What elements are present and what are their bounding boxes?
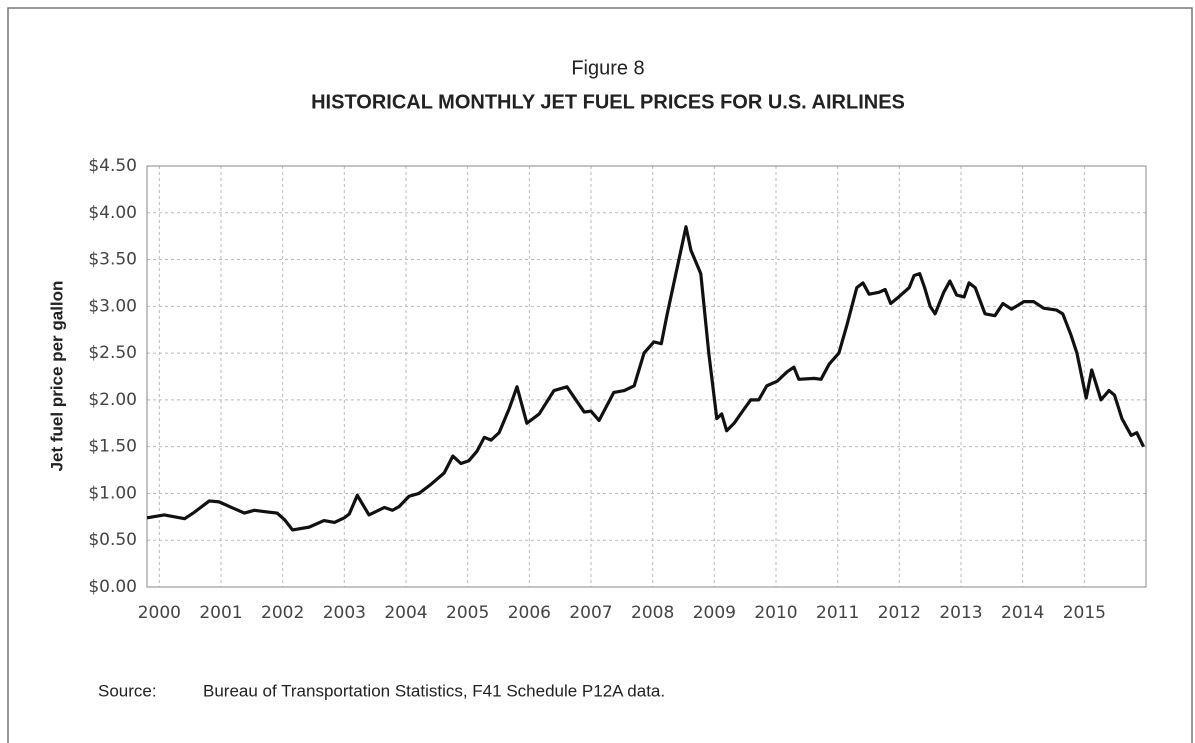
x-tick-label: 2008 <box>631 603 674 623</box>
frame <box>7 7 1193 743</box>
x-tick-label: 2015 <box>1063 603 1106 623</box>
x-tick-label: 2014 <box>1001 603 1044 623</box>
y-tick-label: $0.50 <box>88 530 137 550</box>
y-tick-label: $4.50 <box>88 156 137 176</box>
x-tick-label: 2007 <box>569 603 612 623</box>
source: Bureau of Transportation Statistics, F41… <box>203 681 665 700</box>
x-tick-label: 2010 <box>754 603 797 623</box>
x-tick-label: 2004 <box>384 603 427 623</box>
y-tick-label: $0.00 <box>88 577 137 597</box>
x-tick-label: 2003 <box>323 603 366 623</box>
y-tick-label: $4.00 <box>88 203 137 223</box>
x-tick-label: 2012 <box>878 603 921 623</box>
price-line <box>146 225 1145 532</box>
y-tick-label: $2.00 <box>88 390 137 410</box>
figure-label: Figure 8 <box>571 57 644 79</box>
y-axis-label: Jet fuel price per gallon <box>47 281 66 472</box>
x-tick-label: 2013 <box>939 603 982 623</box>
y-tick-label: $1.50 <box>88 437 137 457</box>
chart-title: HISTORICAL MONTHLY JET FUEL PRICES FOR U… <box>311 91 905 113</box>
source-label: Source: <box>98 681 157 700</box>
y-tick-label: $3.50 <box>88 250 137 270</box>
x-tick-label: 2001 <box>199 603 242 623</box>
x-tick-label: 2011 <box>816 603 859 623</box>
plot-border <box>146 165 1147 588</box>
x-tick-label: 2000 <box>138 603 181 623</box>
x-tick-label: 2009 <box>693 603 736 623</box>
y-tick-label: $3.00 <box>88 296 137 316</box>
x-tick-label: 2006 <box>508 603 551 623</box>
x-tick-label: 2002 <box>261 603 304 623</box>
y-tick-label: $1.00 <box>88 483 137 503</box>
x-tick-label: 2005 <box>446 603 489 623</box>
y-tick-label: $2.50 <box>88 343 137 363</box>
